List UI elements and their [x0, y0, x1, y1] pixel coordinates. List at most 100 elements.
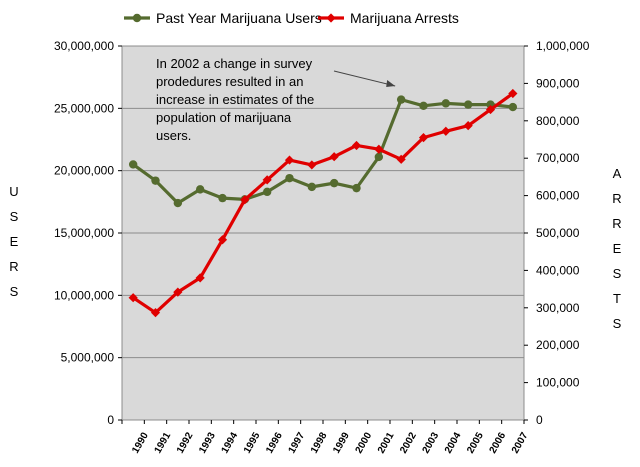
left-tick-label: 5,000,000	[61, 351, 115, 365]
x-tick-label: 2006	[488, 430, 509, 455]
x-axis-ticks: 1990 1991 1992 1993 1994 1995 1996 1997 1998 1999…	[121, 420, 531, 456]
series-point	[173, 198, 183, 208]
series-point	[285, 173, 294, 183]
series-point	[284, 155, 295, 165]
series-point	[218, 193, 227, 203]
right-tick-label: 700,000	[536, 151, 580, 165]
x-tick-label: 2004	[443, 430, 464, 455]
right-axis-label-letter: T	[613, 291, 621, 306]
series-point	[150, 308, 161, 318]
series-point	[262, 187, 272, 197]
series-point	[396, 154, 406, 164]
x-tick-label: 2000	[354, 430, 375, 455]
series-point	[307, 182, 317, 192]
series-layer	[128, 88, 518, 318]
left-tick-label: 10,000,000	[54, 288, 114, 302]
x-tick-label: 1998	[309, 430, 330, 455]
annotation-text-line: population of marijuana	[156, 110, 292, 125]
series-point	[128, 160, 138, 169]
series-point	[128, 293, 138, 303]
right-tick-label: 500,000	[536, 226, 580, 240]
x-tick-label: 2005	[465, 430, 486, 455]
series-point	[508, 102, 518, 112]
series-point	[508, 88, 518, 99]
left-axis-label-letter: R	[9, 259, 18, 274]
left-tick-label: 20,000,000	[54, 164, 114, 178]
right-tick-label: 200,000	[536, 338, 580, 352]
series-point	[352, 183, 361, 193]
right-axis-label-letter: S	[613, 316, 622, 331]
series-point	[351, 140, 362, 151]
left-axis-label-letter: E	[10, 234, 19, 249]
right-axis-label-letter: R	[612, 191, 621, 206]
x-tick-label: 1999	[331, 430, 352, 455]
left-axis-label-letter: S	[10, 209, 19, 224]
left-tick-label: 30,000,000	[54, 39, 114, 53]
left-axis-label-letter: S	[10, 284, 19, 299]
right-tick-label: 300,000	[536, 301, 580, 315]
legend-label: Marijuana Arrests	[350, 10, 459, 26]
left-axis-label-letter: U	[9, 184, 18, 199]
series-point	[240, 195, 250, 205]
series-point	[441, 99, 451, 108]
series-point	[195, 185, 205, 194]
annotation: In 2002 a change in survey prodedures res…	[156, 56, 396, 143]
annotation-text-line: increase in estimates of the	[156, 92, 314, 107]
x-tick-label: 1995	[242, 430, 263, 455]
series-point	[419, 101, 428, 111]
annotation-arrow	[333, 70, 396, 87]
left-tick-label: 0	[107, 413, 114, 427]
right-axis-ticks: 0 100,000 200,000 300,000 400,000 500,000 600,…	[524, 39, 590, 427]
x-tick-label: 1994	[220, 430, 241, 455]
right-tick-label: 0	[536, 413, 543, 427]
annotation-text-line: users.	[156, 128, 191, 143]
series-point	[463, 100, 473, 109]
x-tick-label: 1996	[264, 430, 285, 455]
right-tick-label: 600,000	[536, 189, 580, 203]
series-point	[329, 152, 339, 162]
annotation-text-line: In 2002 a change in survey	[156, 56, 313, 71]
series-point	[217, 235, 228, 245]
x-tick-label: 2007	[510, 430, 531, 455]
x-tick-label: 2002	[398, 430, 419, 455]
legend-label: Past Year Marijuana Users	[156, 10, 322, 26]
series-point	[329, 178, 339, 188]
left-tick-label: 25,000,000	[54, 101, 114, 115]
series-point	[374, 144, 384, 154]
series-point	[463, 121, 473, 131]
legend-marker	[326, 13, 336, 23]
x-tick-label: 2003	[421, 430, 442, 455]
right-tick-label: 1,000,000	[536, 39, 590, 53]
x-tick-label: 1997	[287, 430, 308, 455]
right-axis-label-letter: S	[613, 266, 622, 281]
series-point	[195, 273, 205, 283]
series-point	[485, 104, 496, 115]
series-point	[374, 152, 384, 162]
left-tick-label: 15,000,000	[54, 226, 114, 240]
right-tick-label: 800,000	[536, 114, 580, 128]
right-tick-label: 900,000	[536, 76, 580, 90]
legend: Past Year Marijuana Users Marijuana Arres…	[124, 10, 459, 26]
right-axis-label-letter: R	[612, 216, 621, 231]
x-tick-label: 1990	[130, 430, 151, 455]
series-point	[441, 126, 451, 136]
series-point	[307, 160, 317, 170]
annotation-arrowhead	[386, 80, 396, 87]
left-axis-ticks: 0 5,000,000 10,000,000 15,000,000 20,000,000…	[54, 39, 122, 427]
x-tick-label: 1991	[153, 430, 174, 455]
series-line	[132, 92, 514, 315]
series-point	[418, 133, 429, 143]
x-tick-label: 1993	[197, 430, 218, 455]
series-point	[262, 175, 272, 185]
series-point	[151, 176, 160, 185]
series-point	[173, 287, 183, 297]
annotation-text-line: prodedures resulted in an	[156, 74, 303, 89]
right-tick-label: 100,000	[536, 376, 580, 390]
series-point	[396, 95, 406, 104]
right-axis-label-letter: E	[613, 241, 622, 256]
x-tick-label: 1992	[175, 430, 196, 455]
right-axis-label-letter: A	[613, 166, 622, 181]
